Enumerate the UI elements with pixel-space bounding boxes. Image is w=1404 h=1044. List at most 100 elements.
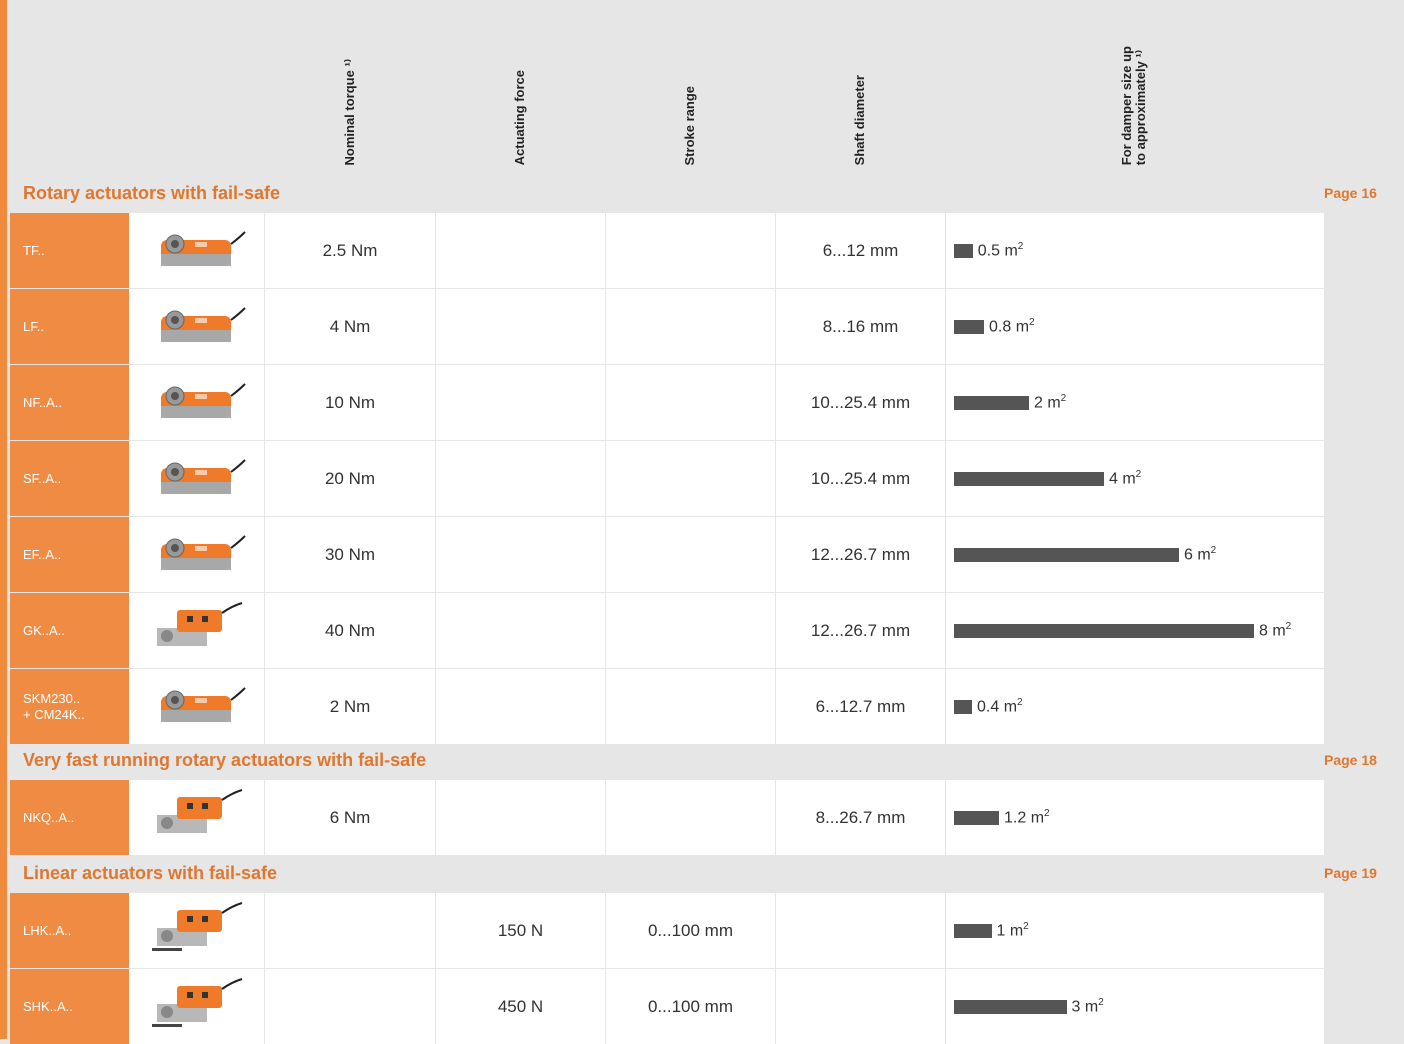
- section-header: Linear actuators with fail-safe: [23, 863, 278, 883]
- torque-value: 20 Nm: [265, 441, 435, 516]
- product-image: [129, 517, 264, 592]
- damper-size: 4 m2: [946, 441, 1324, 516]
- actuator-large-icon: [147, 522, 247, 587]
- damper-size: 8 m2: [946, 593, 1324, 668]
- shaft-value: 12...26.7 mm: [776, 517, 945, 592]
- damper-bar: [954, 243, 973, 258]
- header-stroke-range: Stroke range: [682, 85, 697, 165]
- damper-bar: [954, 319, 984, 334]
- damper-size: 3 m2: [946, 969, 1324, 1044]
- product-image: [129, 289, 264, 364]
- page-link[interactable]: Page 16: [1324, 185, 1377, 201]
- shaft-value: 8...16 mm: [776, 289, 945, 364]
- product-image: [129, 893, 264, 968]
- force-value: [436, 517, 605, 592]
- header-actuating-force: Actuating force: [512, 69, 527, 165]
- damper-label: 6 m2: [1184, 544, 1217, 564]
- product-name: SKM230.. + CM24K..: [10, 669, 129, 744]
- damper-bar: [954, 999, 1067, 1014]
- force-value: 150 N: [436, 893, 605, 968]
- table-row: NKQ..A.. 6 Nm 8...26.7 mm 1.2 m2: [10, 780, 1324, 855]
- stroke-value: [606, 365, 775, 440]
- table-row: SKM230.. + CM24K.. 2 Nm 6...12.7 mm 0.4 m2: [10, 669, 1324, 744]
- stroke-value: [606, 517, 775, 592]
- damper-label: 2 m2: [1034, 392, 1067, 412]
- table-row: EF..A.. 30 Nm 12...26.7 mm 6 m2: [10, 517, 1324, 592]
- table-row: GK..A.. 40 Nm 12...26.7 mm 8 m2: [10, 593, 1324, 668]
- product-image: [129, 213, 264, 288]
- stroke-value: [606, 289, 775, 364]
- damper-bar: [954, 471, 1104, 486]
- shaft-value: 6...12 mm: [776, 213, 945, 288]
- damper-label: 3 m2: [1071, 996, 1104, 1016]
- product-name: TF..: [10, 213, 129, 288]
- product-image: [129, 441, 264, 516]
- product-image: [129, 365, 264, 440]
- force-value: [436, 213, 605, 288]
- shaft-value: [776, 893, 945, 968]
- torque-value: 10 Nm: [265, 365, 435, 440]
- shaft-value: 12...26.7 mm: [776, 593, 945, 668]
- damper-size: 0.8 m2: [946, 289, 1324, 364]
- product-name: LHK..A..: [10, 893, 129, 968]
- actuator-gear-icon: [147, 598, 247, 663]
- damper-label: 0.4 m2: [977, 696, 1023, 716]
- page-link[interactable]: Page 18: [1324, 752, 1377, 768]
- damper-size: 2 m2: [946, 365, 1324, 440]
- stroke-value: 0...100 mm: [606, 969, 775, 1044]
- torque-value: 30 Nm: [265, 517, 435, 592]
- product-name: SHK..A..: [10, 969, 129, 1044]
- actuator-icon: [147, 370, 247, 435]
- force-value: [436, 593, 605, 668]
- product-name: GK..A..: [10, 593, 129, 668]
- product-name: EF..A..: [10, 517, 129, 592]
- damper-label: 8 m2: [1259, 620, 1292, 640]
- stroke-value: [606, 441, 775, 516]
- product-name: LF..: [10, 289, 129, 364]
- product-image: [129, 969, 264, 1044]
- damper-bar: [954, 395, 1029, 410]
- header-damper-size: For damper size up to approximately ¹⁾: [1119, 45, 1148, 165]
- damper-bar: [954, 810, 999, 825]
- stroke-value: 0...100 mm: [606, 893, 775, 968]
- damper-label: 0.5 m2: [977, 240, 1024, 260]
- stroke-value: [606, 780, 775, 855]
- torque-value: 4 Nm: [265, 289, 435, 364]
- product-image: [129, 669, 264, 744]
- damper-label: 1.2 m2: [1004, 807, 1050, 827]
- force-value: 450 N: [436, 969, 605, 1044]
- product-name: NKQ..A..: [10, 780, 129, 855]
- actuator-gear-icon: [147, 785, 247, 850]
- header-shaft-diameter: Shaft diameter: [852, 74, 867, 165]
- shaft-value: 6...12.7 mm: [776, 669, 945, 744]
- torque-value: 2.5 Nm: [265, 213, 435, 288]
- actuator-module-icon: [147, 674, 247, 739]
- shaft-value: 10...25.4 mm: [776, 441, 945, 516]
- table-row: SF..A.. 20 Nm 10...25.4 mm 4 m2: [10, 441, 1324, 516]
- section-header: Very fast running rotary actuators with …: [23, 750, 427, 770]
- table-row: LF.. 4 Nm 8...16 mm 0.8 m2: [10, 289, 1324, 364]
- damper-bar: [954, 547, 1179, 562]
- damper-bar: [954, 699, 972, 714]
- damper-label: 0.8 m2: [989, 316, 1035, 336]
- stroke-value: [606, 593, 775, 668]
- section-header: Rotary actuators with fail-safe: [23, 183, 281, 203]
- table-row: SHK..A.. 450 N 0...100 mm 3 m2: [10, 969, 1324, 1044]
- product-name: NF..A..: [10, 365, 129, 440]
- damper-size: 6 m2: [946, 517, 1324, 592]
- page-link[interactable]: Page 19: [1324, 865, 1377, 881]
- damper-size: 1 m2: [946, 893, 1324, 968]
- actuator-icon: [147, 294, 247, 359]
- damper-bar: [954, 623, 1254, 638]
- force-value: [436, 289, 605, 364]
- actuator-icon: [147, 446, 247, 511]
- product-image: [129, 780, 264, 855]
- linear-actuator-icon: [147, 898, 247, 963]
- product-image: [129, 593, 264, 668]
- shaft-value: 8...26.7 mm: [776, 780, 945, 855]
- stroke-value: [606, 213, 775, 288]
- damper-label: 4 m2: [1109, 468, 1142, 488]
- damper-label: 1 m2: [996, 920, 1029, 940]
- force-value: [436, 441, 605, 516]
- linear-actuator-icon: [147, 974, 247, 1039]
